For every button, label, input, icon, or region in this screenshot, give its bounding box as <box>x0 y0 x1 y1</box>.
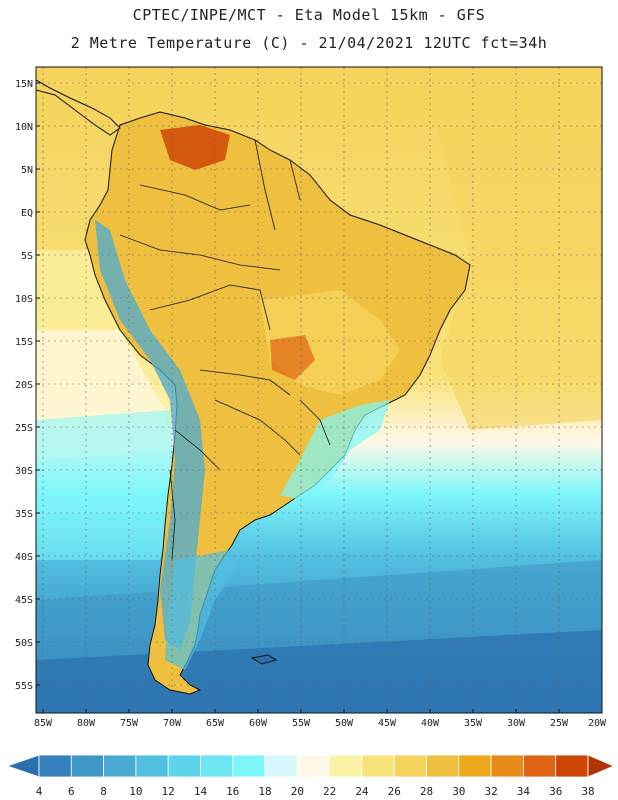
lon-label: 25W <box>550 718 569 729</box>
colorbar-swatch <box>232 754 266 778</box>
lon-label: 65W <box>206 718 225 729</box>
lat-label: 40S <box>15 552 33 563</box>
lat-label: 50S <box>15 638 33 649</box>
lat-label: 5S <box>21 251 33 262</box>
lon-label: 50W <box>335 718 354 729</box>
lat-label: 25S <box>15 423 33 434</box>
colorbar-swatch <box>135 754 169 778</box>
colorbar-label: 20 <box>291 785 304 798</box>
venezuela-hotspot <box>160 125 230 170</box>
colorbar-swatch <box>555 754 589 778</box>
colorbar-label: 14 <box>194 785 208 798</box>
lat-label: 55S <box>15 681 33 692</box>
pacific-cold-area <box>36 410 175 560</box>
colorbar-label: 22 <box>323 785 336 798</box>
colorbar-label: 8 <box>100 785 107 798</box>
latitude-labels: 15N 10N 5N EQ 5S 10S 15S 20S 25S 30S 35S… <box>15 79 33 692</box>
colorbar-arrow-high <box>587 754 616 778</box>
lon-label: 35W <box>464 718 483 729</box>
lon-label: 85W <box>34 718 53 729</box>
colorbar-label: 38 <box>581 785 594 798</box>
colorbar-label: 30 <box>452 785 465 798</box>
colorbar-label: 26 <box>388 785 401 798</box>
lat-label: 35S <box>15 509 33 520</box>
map-frame <box>35 66 603 714</box>
graticule <box>36 67 602 713</box>
lon-label: 55W <box>292 718 311 729</box>
colorbar-swatch <box>296 754 331 778</box>
colorbar-swatch <box>523 754 557 778</box>
lon-label: 80W <box>77 718 96 729</box>
lat-label: EQ <box>21 208 33 219</box>
colorbar-label: 6 <box>68 785 75 798</box>
colorbar-swatch <box>426 754 460 778</box>
title-line-1: CPTEC/INPE/MCT - Eta Model 15km - GFS <box>132 6 486 24</box>
colorbar-swatch <box>361 754 395 778</box>
lat-label: 15N <box>15 79 33 90</box>
colorbar-swatch <box>264 754 298 778</box>
colorbar-swatch <box>200 754 234 778</box>
lat-label: 10N <box>15 122 33 133</box>
colorbar-label: 36 <box>549 785 562 798</box>
patagonia-cool <box>165 550 235 670</box>
lat-label: 10S <box>15 294 33 305</box>
southern-ocean-cold-band <box>36 630 602 713</box>
colorbar-label: 18 <box>258 785 271 798</box>
andes-cold-strip <box>95 220 205 650</box>
colorbar-label: 34 <box>517 785 531 798</box>
colorbar-swatch <box>490 754 524 778</box>
lon-label: 60W <box>249 718 268 729</box>
lon-label: 45W <box>378 718 397 729</box>
central-hotspot <box>270 335 315 380</box>
colorbar-swatch <box>458 754 492 778</box>
colorbar-label: 28 <box>420 785 433 798</box>
lat-label: 5N <box>21 165 33 176</box>
colorbar-label: 10 <box>129 785 142 798</box>
title-line-2: 2 Metre Temperature (C) - 21/04/2021 12U… <box>70 34 548 52</box>
lon-label: 40W <box>421 718 440 729</box>
colorbar-label: 4 <box>36 785 43 798</box>
colorbar-label: 32 <box>484 785 497 798</box>
lat-label: 20S <box>15 380 33 391</box>
colorbar-arrow-low <box>5 754 40 778</box>
lon-label: 20W <box>588 718 607 729</box>
colorbar-label: 24 <box>355 785 369 798</box>
colorbar-swatch <box>329 754 363 778</box>
lon-label: 30W <box>507 718 526 729</box>
lat-label: 30S <box>15 466 33 477</box>
colorbar-swatch <box>70 754 104 778</box>
longitude-labels: 85W 80W 75W 70W 65W 60W 55W 50W 45W 40W … <box>34 718 607 729</box>
lon-label: 75W <box>120 718 139 729</box>
central-america-land <box>36 79 121 136</box>
colorbar-label: 16 <box>226 785 239 798</box>
colorbar: 4 6 8 10 12 14 16 18 20 22 24 26 28 30 32 34 36 38 <box>5 754 616 798</box>
colorbar-label: 12 <box>162 785 175 798</box>
colorbar-swatch <box>103 754 137 778</box>
axis-ticks <box>36 82 560 713</box>
falklands-land <box>250 654 278 665</box>
colorbar-swatch <box>167 754 201 778</box>
lat-label: 45S <box>15 595 33 606</box>
southern-brazil-cool <box>280 400 390 500</box>
lon-label: 70W <box>163 718 182 729</box>
lat-label: 15S <box>15 337 33 348</box>
atlantic-warm-area <box>430 95 602 430</box>
colorbar-swatch <box>38 754 72 778</box>
colorbar-swatch <box>393 754 427 778</box>
